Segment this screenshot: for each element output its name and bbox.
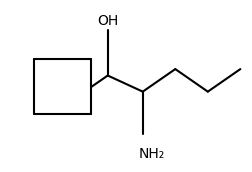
Text: OH: OH — [97, 14, 118, 28]
Text: NH₂: NH₂ — [138, 148, 164, 162]
